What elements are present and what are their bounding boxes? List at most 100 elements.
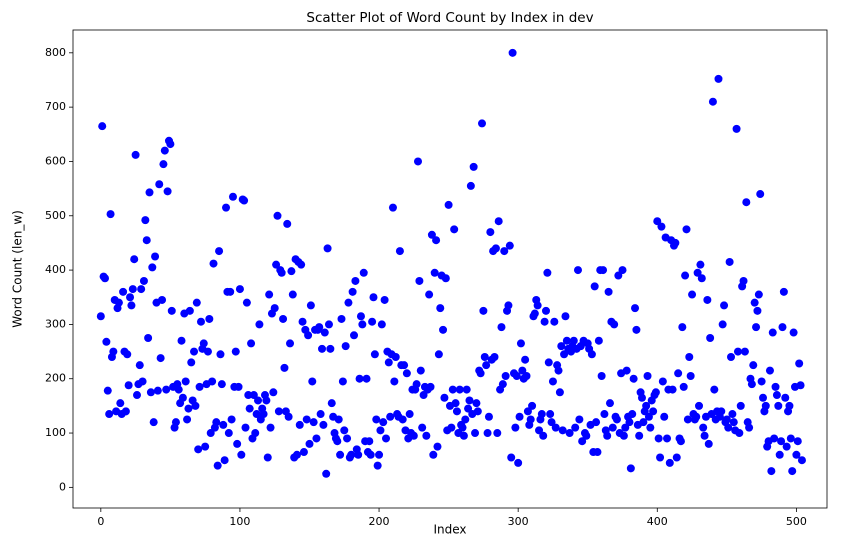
point xyxy=(450,225,459,234)
y-axis-label: Word Count (len_w) xyxy=(11,210,25,328)
point xyxy=(132,391,141,400)
point xyxy=(500,247,509,256)
point xyxy=(447,423,456,432)
point xyxy=(795,359,804,368)
point xyxy=(414,157,423,166)
point xyxy=(287,267,296,276)
point xyxy=(153,386,162,395)
point xyxy=(550,317,559,326)
point xyxy=(412,380,421,389)
point xyxy=(671,238,680,247)
point xyxy=(263,453,272,462)
point xyxy=(521,355,530,364)
point xyxy=(619,431,628,440)
point xyxy=(151,252,160,261)
point xyxy=(415,276,424,285)
point xyxy=(631,304,640,313)
point xyxy=(190,347,199,356)
point xyxy=(797,456,806,465)
point xyxy=(237,450,246,459)
point xyxy=(422,431,431,440)
point xyxy=(432,236,441,245)
point xyxy=(384,358,393,367)
point xyxy=(380,295,389,304)
point xyxy=(750,298,759,307)
point xyxy=(749,361,758,370)
point xyxy=(560,350,569,359)
point xyxy=(526,415,535,424)
point xyxy=(628,410,637,419)
point xyxy=(482,361,491,370)
point xyxy=(386,412,395,421)
point xyxy=(756,190,765,199)
point xyxy=(573,266,582,275)
point xyxy=(333,437,342,446)
point xyxy=(785,401,794,410)
point xyxy=(130,255,139,264)
point xyxy=(306,301,315,310)
point xyxy=(473,407,482,416)
point xyxy=(558,426,567,435)
point xyxy=(739,276,748,285)
point xyxy=(158,295,167,304)
point xyxy=(206,429,215,438)
point xyxy=(142,236,151,245)
point xyxy=(789,328,798,337)
point xyxy=(163,187,172,196)
point xyxy=(512,372,521,381)
point xyxy=(336,450,345,459)
point xyxy=(547,418,556,427)
point xyxy=(708,97,717,106)
point xyxy=(765,366,774,375)
point xyxy=(240,196,249,205)
point xyxy=(490,352,499,361)
point xyxy=(522,372,531,381)
point xyxy=(621,423,630,432)
point xyxy=(366,450,375,459)
point xyxy=(441,274,450,283)
point xyxy=(665,458,674,467)
point xyxy=(781,393,790,402)
point xyxy=(688,290,697,299)
point xyxy=(269,388,278,397)
point xyxy=(745,423,754,432)
point xyxy=(362,374,371,383)
point xyxy=(365,437,374,446)
point xyxy=(590,282,599,291)
point xyxy=(334,415,343,424)
point xyxy=(185,306,194,315)
point xyxy=(479,306,488,315)
point xyxy=(679,382,688,391)
chart-title: Scatter Plot of Word Count by Index in d… xyxy=(306,10,593,26)
point xyxy=(139,276,148,285)
point xyxy=(796,381,805,390)
point xyxy=(714,74,723,83)
point xyxy=(571,423,580,432)
point xyxy=(373,461,382,470)
point xyxy=(514,458,523,467)
point xyxy=(254,396,263,405)
point xyxy=(212,418,221,427)
point xyxy=(543,268,552,277)
y-tick-label: 700 xyxy=(45,100,66,113)
point xyxy=(298,317,307,326)
point xyxy=(368,317,377,326)
point xyxy=(608,423,617,432)
point xyxy=(494,217,503,226)
point xyxy=(508,48,517,57)
point xyxy=(555,388,564,397)
y-tick-label: 400 xyxy=(45,263,66,276)
point xyxy=(323,244,332,253)
point xyxy=(658,377,667,386)
point xyxy=(377,320,386,329)
point xyxy=(440,393,449,402)
point xyxy=(350,331,359,340)
point xyxy=(742,198,751,207)
x-tick-label: 300 xyxy=(508,515,529,528)
point xyxy=(729,418,738,427)
point xyxy=(507,453,516,462)
point xyxy=(388,203,397,212)
point xyxy=(370,350,379,359)
point xyxy=(469,162,478,171)
point xyxy=(109,347,118,356)
